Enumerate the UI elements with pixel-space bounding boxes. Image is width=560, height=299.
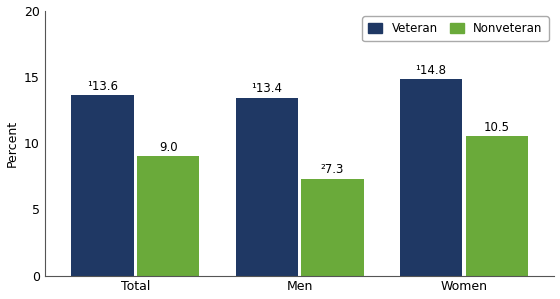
Text: ¹14.8: ¹14.8 xyxy=(416,64,447,77)
Y-axis label: Percent: Percent xyxy=(6,120,18,167)
Text: ¹13.4: ¹13.4 xyxy=(251,82,282,95)
Bar xyxy=(71,95,134,276)
Bar xyxy=(137,156,199,276)
Bar xyxy=(466,136,528,276)
Text: 10.5: 10.5 xyxy=(484,121,510,134)
Text: ²7.3: ²7.3 xyxy=(321,163,344,176)
Text: 9.0: 9.0 xyxy=(159,141,178,154)
Bar xyxy=(301,179,364,276)
Bar xyxy=(400,80,463,276)
Text: ¹13.6: ¹13.6 xyxy=(87,80,118,93)
Legend: Veteran, Nonveteran: Veteran, Nonveteran xyxy=(362,16,549,41)
Bar xyxy=(236,98,298,276)
